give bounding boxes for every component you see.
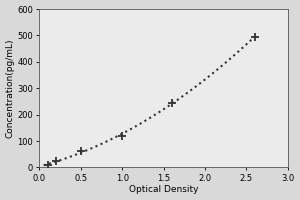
Y-axis label: Concentration(pg/mL): Concentration(pg/mL): [6, 38, 15, 138]
X-axis label: Optical Density: Optical Density: [129, 185, 198, 194]
